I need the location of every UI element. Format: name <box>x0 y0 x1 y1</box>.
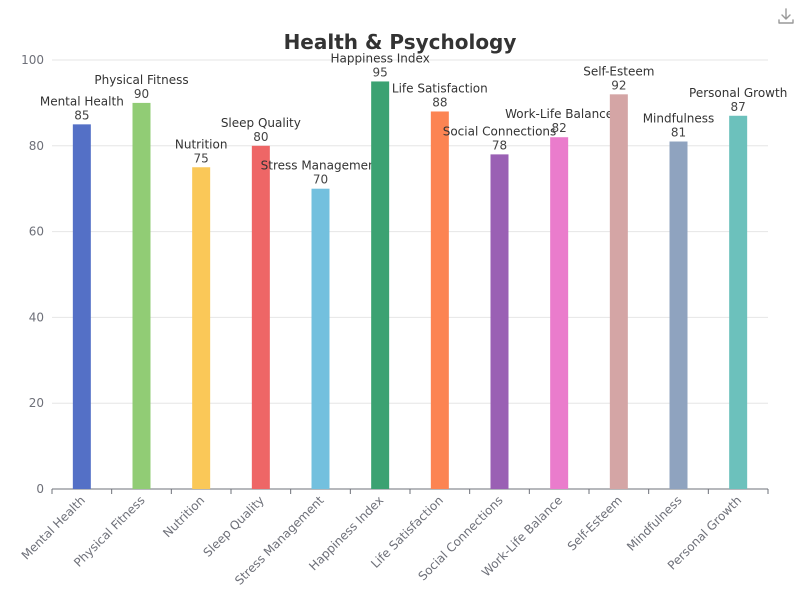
category-label: Physical Fitness <box>94 73 188 87</box>
data-label: 88 <box>432 95 447 109</box>
bar <box>490 154 509 489</box>
y-tick-label: 40 <box>29 310 44 324</box>
y-tick-label: 100 <box>21 53 44 67</box>
data-label: 87 <box>731 100 746 114</box>
category-label: Nutrition <box>175 137 228 151</box>
data-label: 75 <box>194 151 209 165</box>
bar <box>669 141 688 489</box>
category-label: Life Satisfaction <box>392 81 488 95</box>
bar <box>550 137 569 489</box>
y-tick-label: 0 <box>36 482 44 496</box>
x-tick-label: Self-Esteem <box>565 493 625 553</box>
bar <box>430 111 449 489</box>
category-label: Stress Management <box>261 159 381 173</box>
download-icon[interactable] <box>776 6 796 26</box>
bar <box>729 115 748 490</box>
category-label: Self-Esteem <box>583 64 654 78</box>
y-tick-label: 80 <box>29 139 44 153</box>
bar <box>371 81 390 489</box>
category-label: Personal Growth <box>689 86 787 100</box>
category-label: Happiness Index <box>331 51 430 65</box>
bar <box>192 167 211 489</box>
bar <box>609 94 628 489</box>
y-tick-label: 60 <box>29 225 44 239</box>
data-label: 81 <box>671 126 686 140</box>
bar <box>72 124 91 489</box>
category-label: Mindfulness <box>643 112 715 126</box>
category-label: Work-Life Balance <box>505 107 613 121</box>
data-label: 92 <box>611 78 626 92</box>
data-label: 85 <box>74 108 89 122</box>
category-label: Sleep Quality <box>221 116 301 130</box>
category-label: Mental Health <box>40 94 124 108</box>
data-label: 82 <box>552 121 567 135</box>
data-label: 90 <box>134 87 149 101</box>
category-label: Social Connections <box>443 124 557 138</box>
bar <box>132 102 151 490</box>
data-label: 78 <box>492 138 507 152</box>
x-tick-label: Mindfulness <box>624 493 685 554</box>
bar <box>251 145 270 490</box>
bar <box>311 188 330 489</box>
x-tick-label: Sleep Quality <box>200 493 266 559</box>
x-tick-label: Nutrition <box>160 493 207 540</box>
data-label: 80 <box>253 130 268 144</box>
chart-title: Health & Psychology <box>283 30 517 54</box>
data-label: 95 <box>373 65 388 79</box>
data-label: 70 <box>313 173 328 187</box>
y-tick-label: 20 <box>29 396 44 410</box>
